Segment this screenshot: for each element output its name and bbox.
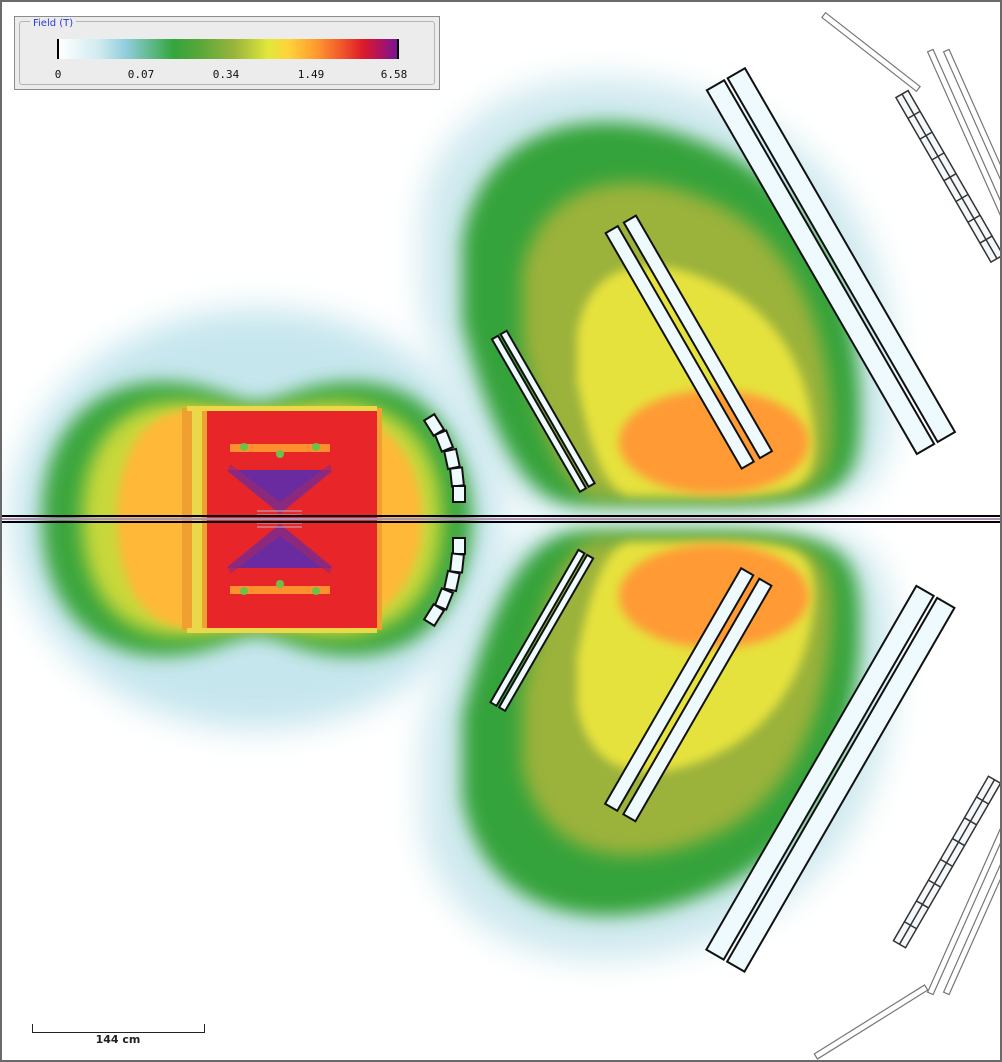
beam-line xyxy=(2,515,1000,523)
colorbar-tick-label: 6.58 xyxy=(380,68,408,81)
scale-bar-tick xyxy=(204,1024,205,1033)
far-right-slats xyxy=(813,11,1000,1060)
scale-bar-label: 144 cm xyxy=(95,1033,141,1046)
colorbar-tick-label: 0.34 xyxy=(212,68,240,81)
legend-title: Field (T) xyxy=(30,18,77,30)
colorbar xyxy=(57,39,399,59)
lower-segmented-panel xyxy=(892,775,1000,949)
scale-bar-tick xyxy=(32,1024,33,1033)
lower-arc-detector xyxy=(422,537,466,628)
lower-middle-chamber xyxy=(603,566,773,823)
scale-bar-line xyxy=(32,1032,204,1033)
lower-inner-chamber xyxy=(489,548,595,713)
field-legend: Field (T) 0 0.07 0.34 1.49 6.58 xyxy=(14,16,440,90)
upper-inner-chamber xyxy=(490,329,597,494)
detector-outlines xyxy=(422,11,1000,1060)
colorbar-tick-label: 1.49 xyxy=(297,68,325,81)
colorbar-tick-label: 0 xyxy=(54,68,62,81)
upper-segmented-panel xyxy=(894,89,1000,264)
colorbar-tick-label: 0.07 xyxy=(127,68,155,81)
upper-middle-chamber xyxy=(604,214,774,471)
lower-outer-chamber xyxy=(704,584,956,973)
upper-arc-detector xyxy=(422,412,466,503)
upper-outer-chamber xyxy=(705,66,957,456)
scale-bar: 144 cm xyxy=(32,1020,206,1050)
legend-group-box: Field (T) xyxy=(19,18,435,85)
